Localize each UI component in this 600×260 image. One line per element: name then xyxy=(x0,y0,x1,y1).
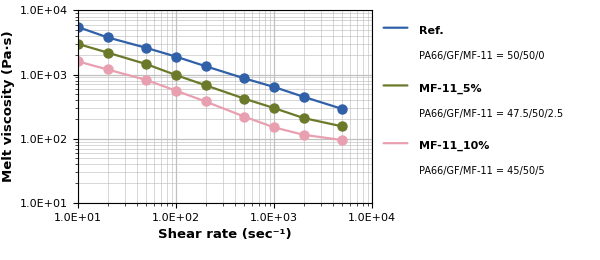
Text: PA66/GF/MF-11 = 45/50/5: PA66/GF/MF-11 = 45/50/5 xyxy=(419,166,545,176)
Text: MF-11_10%: MF-11_10% xyxy=(419,141,490,152)
X-axis label: Shear rate (sec⁻¹): Shear rate (sec⁻¹) xyxy=(158,228,292,241)
Text: MF-11_5%: MF-11_5% xyxy=(419,83,482,94)
Text: PA66/GF/MF-11 = 50/50/0: PA66/GF/MF-11 = 50/50/0 xyxy=(419,51,545,61)
Text: PA66/GF/MF-11 = 47.5/50/2.5: PA66/GF/MF-11 = 47.5/50/2.5 xyxy=(419,108,563,119)
Y-axis label: Melt viscosity (Pa·s): Melt viscosity (Pa·s) xyxy=(2,31,14,183)
Text: Ref.: Ref. xyxy=(419,26,443,36)
